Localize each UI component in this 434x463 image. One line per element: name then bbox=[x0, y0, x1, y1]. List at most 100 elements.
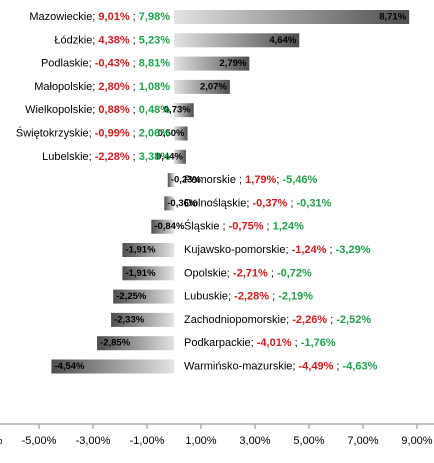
bar-value-label: -0,36% bbox=[167, 198, 198, 209]
value-2: 5,23% bbox=[139, 34, 170, 46]
region-name: Mazowieckie; bbox=[29, 11, 98, 23]
bar-value-label: 0,50% bbox=[158, 128, 185, 139]
bar bbox=[164, 196, 174, 211]
bar-value-label: -4,54% bbox=[54, 361, 85, 372]
x-tick-label: -1,00% bbox=[130, 435, 165, 447]
separator: ; bbox=[130, 81, 139, 93]
bar-row: 8,71% Mazowieckie; 9,01% ; 7,98% bbox=[29, 10, 410, 24]
bar-value-label: 2,79% bbox=[219, 58, 246, 69]
bar-row: -1,91% Kujawsko-pomorskie; -1,24% ; -3,29… bbox=[122, 243, 371, 257]
region-name: Małopolskie; bbox=[34, 81, 98, 93]
region-name: Śląskie ; bbox=[184, 220, 229, 233]
category-label: Łódzkie; 4,38% ; 5,23% bbox=[54, 34, 170, 46]
value-2: -2,19% bbox=[278, 291, 313, 303]
x-tick-label: 5,00% bbox=[293, 435, 324, 447]
x-tick-label: 1,00% bbox=[185, 435, 216, 447]
bar bbox=[174, 10, 410, 24]
separator: ; bbox=[130, 11, 139, 23]
x-axis: -7,00% -5,00% -3,00% -1,00% 1,00% 3,00% 5,00% 7… bbox=[0, 423, 434, 447]
region-name: Świętokrzyskie; bbox=[16, 126, 95, 139]
value-1: -2,26% bbox=[292, 314, 327, 326]
separator: ; bbox=[326, 244, 335, 256]
value-1: -2,28% bbox=[95, 151, 130, 163]
separator: ; bbox=[327, 314, 336, 326]
value-2: -3,29% bbox=[336, 244, 371, 256]
value-1: 9,01% bbox=[98, 11, 129, 23]
value-2: -1,76% bbox=[301, 337, 336, 349]
bar-value-label: -2,85% bbox=[100, 338, 131, 349]
bar-row: -4,54% Warmińsko-mazurskie; -4,49% ; -4,6… bbox=[51, 359, 378, 374]
bar-row: -2,25% Lubuskie; -2,28% ; -2,19% bbox=[113, 289, 313, 304]
category-label: Małopolskie; 2,80% ; 1,08% bbox=[34, 81, 170, 93]
bar-row: 0,73%Wielkopolskie; 0,88% ; 0,48% bbox=[25, 103, 194, 118]
category-label: Podlaskie; -0,43% ; 8,81% bbox=[41, 58, 170, 70]
value-1: -4,01% bbox=[257, 337, 292, 349]
value-2: -2,52% bbox=[336, 314, 371, 326]
x-tick-label: 3,00% bbox=[239, 435, 270, 447]
value-2: 1,08% bbox=[139, 81, 170, 93]
region-name: Wielkopolskie; bbox=[25, 104, 98, 116]
value-2: -4,63% bbox=[343, 360, 378, 372]
x-tick-label: 9,00% bbox=[401, 435, 432, 447]
region-name: Lubelskie; bbox=[42, 151, 95, 163]
region-name: Kujawsko-pomorskie; bbox=[184, 244, 292, 256]
category-label: Lubelskie; -2,28% ; 3,38% bbox=[42, 151, 170, 163]
value-1: -0,99% bbox=[95, 127, 130, 139]
bar-value-label: 0,73% bbox=[164, 105, 191, 116]
bar-value-label: -0,84% bbox=[154, 221, 185, 232]
value-2: 2,06% bbox=[139, 127, 170, 139]
separator: ; bbox=[130, 104, 139, 116]
category-label: Dolnośląskie; -0,37% ; -0,31% bbox=[184, 197, 332, 209]
value-2: -5,46% bbox=[282, 174, 317, 186]
separator: ; bbox=[276, 174, 282, 186]
bar-row: 0,50%Świętokrzyskie; -0,99% ; 2,06% bbox=[16, 126, 188, 141]
value-1: 1,79% bbox=[245, 174, 276, 186]
bar-value-label: -2,25% bbox=[116, 291, 147, 302]
bar-value-label: 4,64% bbox=[269, 35, 296, 46]
x-tick-label: -7,00% bbox=[0, 435, 3, 447]
value-1: -2,28% bbox=[234, 291, 269, 303]
value-1: 2,80% bbox=[98, 81, 129, 93]
category-label: Mazowieckie; 9,01% ; 7,98% bbox=[29, 11, 170, 23]
value-2: 8,81% bbox=[139, 58, 170, 70]
separator: ; bbox=[287, 197, 296, 209]
separator: ; bbox=[292, 337, 301, 349]
value-1: -0,43% bbox=[95, 58, 130, 70]
value-2: -0,72% bbox=[277, 267, 312, 279]
category-label: Śląskie ; -0,75% ; 1,24% bbox=[184, 220, 304, 233]
bar bbox=[97, 336, 174, 351]
bar-row: -0,23%Pomorskie ; 1,79%; -5,46% bbox=[167, 173, 318, 188]
bar-row: -1,91% Opolskie; -2,71% ; -0,72% bbox=[122, 266, 312, 281]
separator: ; bbox=[130, 151, 139, 163]
category-label: Świętokrzyskie; -0,99% ; 2,06% bbox=[16, 126, 170, 139]
region-name: Podlaskie; bbox=[41, 58, 95, 70]
bar-value-label: 8,71% bbox=[379, 12, 406, 23]
bar bbox=[113, 289, 174, 304]
region-name: Pomorskie ; bbox=[184, 174, 245, 186]
bar-row: -0,84% Śląskie ; -0,75% ; 1,24% bbox=[151, 220, 304, 234]
region-name: Warmińsko-mazurskie; bbox=[184, 360, 299, 372]
bar bbox=[174, 56, 250, 71]
region-name: Podkarpackie; bbox=[184, 337, 257, 349]
bar bbox=[174, 126, 188, 141]
separator: ; bbox=[264, 221, 273, 233]
category-label: Zachodniopomorskie; -2,26% ; -2,52% bbox=[184, 314, 371, 326]
value-2: 3,38% bbox=[139, 151, 170, 163]
region-name: Zachodniopomorskie; bbox=[184, 314, 292, 326]
value-1: -4,49% bbox=[299, 360, 334, 372]
value-1: 0,88% bbox=[98, 104, 129, 116]
bar-row: -2,33% Zachodniopomorskie; -2,26% ; -2,52… bbox=[111, 312, 371, 327]
value-2: 7,98% bbox=[139, 11, 170, 23]
bar bbox=[122, 243, 174, 257]
bar-row: 2,07% Małopolskie; 2,80% ; 1,08% bbox=[34, 79, 230, 94]
separator: ; bbox=[269, 291, 278, 303]
bar-row: 4,64% Łódzkie; 4,38% ; 5,23% bbox=[54, 33, 300, 48]
bar bbox=[151, 219, 174, 234]
x-tick-label: -5,00% bbox=[22, 435, 57, 447]
value-1: -1,24% bbox=[292, 244, 327, 256]
value-2: -0,31% bbox=[297, 197, 332, 209]
bar-value-label: -1,91% bbox=[125, 268, 156, 279]
bar bbox=[51, 359, 174, 374]
region-name: Dolnośląskie; bbox=[184, 197, 252, 209]
